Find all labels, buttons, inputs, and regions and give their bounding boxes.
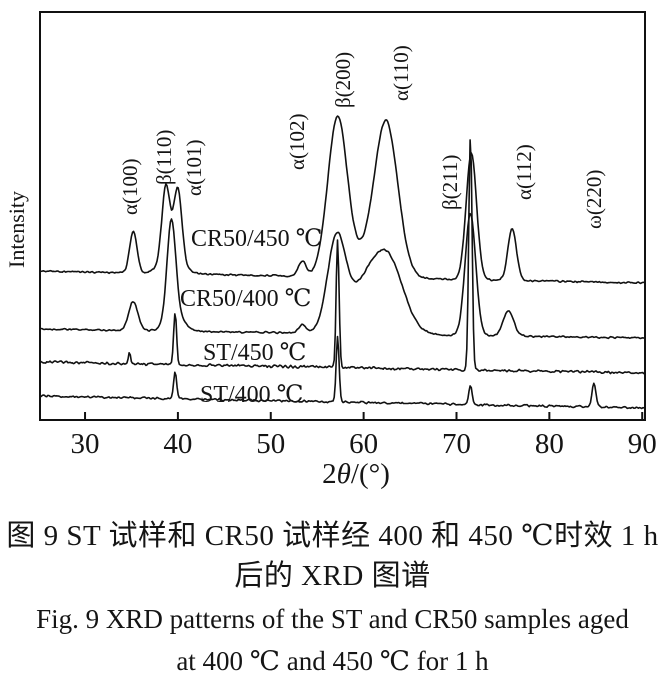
peak-label: β(110) <box>152 130 176 185</box>
plot-border <box>39 11 646 421</box>
x-tick-label: 40 <box>163 428 192 460</box>
peak-label: ω(220) <box>582 170 606 229</box>
caption-english-line1: Fig. 9 XRD patterns of the ST and CR50 s… <box>36 604 629 634</box>
caption-chinese-line2: 后的 XRD 图谱 <box>234 560 431 592</box>
xrd-curve <box>41 139 644 375</box>
peak-label: α(112) <box>512 144 536 200</box>
series-label: ST/450 ℃ <box>203 340 307 366</box>
xrd-curve <box>41 335 644 410</box>
x-tick-label: 90 <box>628 428 657 460</box>
caption-english-line2: at 400 ℃ and 450 ℃ for 1 h <box>176 646 489 676</box>
x-tick-label: 30 <box>71 428 100 460</box>
peak-label: α(100) <box>118 159 142 216</box>
x-tick-label: 50 <box>256 428 285 460</box>
peak-label: β(211) <box>438 155 462 210</box>
peak-label: α(110) <box>389 45 413 101</box>
series-label: ST/400 ℃ <box>200 382 304 408</box>
caption-chinese-line1: 图 9 ST 试样和 CR50 试样经 400 和 450 ℃时效 1 h <box>6 520 659 552</box>
x-tick-label: 80 <box>535 428 564 460</box>
x-tick-label: 70 <box>442 428 471 460</box>
peak-label: α(101) <box>182 140 206 197</box>
peak-label: β(200) <box>331 52 355 108</box>
x-tick-label: 60 <box>349 428 378 460</box>
peak-label: α(102) <box>285 114 309 171</box>
y-axis-label: Intensity <box>4 191 29 268</box>
x-axis-label: 2θ/(°) <box>322 458 390 490</box>
series-label: CR50/450 ℃ <box>191 226 323 252</box>
xrd-chart: 30 40 50 60 70 80 90 2θ/(°) Intensity α(100) β(110… <box>4 11 657 490</box>
xrd-curve <box>41 212 644 340</box>
series-label: CR50/400 ℃ <box>180 286 312 312</box>
xrd-curve <box>41 115 644 285</box>
xrd-chart-area: 30 40 50 60 70 80 90 2θ/(°) Intensity α(100) β(110… <box>4 11 657 490</box>
